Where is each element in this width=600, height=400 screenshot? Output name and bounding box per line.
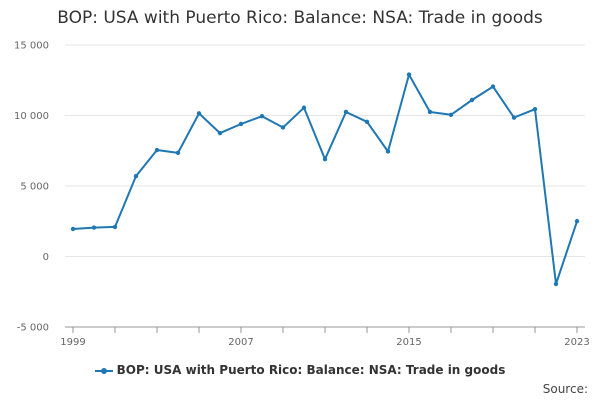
data-point[interactable] (427, 109, 433, 115)
gridlines (65, 44, 585, 328)
data-point[interactable] (91, 225, 97, 230)
data-point[interactable] (448, 112, 454, 117)
series-points (70, 72, 580, 287)
legend-label: BOP: USA with Puerto Rico: Balance: NSA:… (116, 363, 506, 377)
series-line (72, 73, 578, 285)
data-point[interactable] (175, 150, 181, 156)
legend-line-marker-icon (94, 366, 113, 376)
x-tick-label: 2007 (228, 337, 253, 348)
y-tick-label: 5 000 (20, 182, 49, 193)
x-tick-label: 1999 (60, 337, 85, 348)
data-point[interactable] (385, 149, 391, 154)
x-axis-ticks: 1999 2007 2015 2023 (60, 327, 590, 348)
data-point[interactable] (406, 72, 412, 77)
y-tick-label: 10 000 (14, 111, 49, 122)
data-point[interactable] (532, 106, 538, 112)
source-label[interactable]: Source: (542, 382, 588, 396)
x-tick-label: 2015 (396, 337, 421, 348)
chart-title: BOP: USA with Puerto Rico: Balance: NSA:… (57, 8, 543, 28)
data-point[interactable] (112, 224, 118, 230)
x-tick-label: 2023 (564, 337, 589, 348)
data-point[interactable] (469, 97, 475, 103)
data-point[interactable] (511, 115, 517, 120)
data-point[interactable] (259, 114, 265, 119)
data-point[interactable] (301, 105, 307, 110)
y-tick-label: -5 000 (17, 323, 49, 334)
legend[interactable]: BOP: USA with Puerto Rico: Balance: NSA:… (0, 363, 600, 377)
y-tick-label: 15 000 (14, 41, 49, 52)
data-point[interactable] (154, 147, 160, 153)
data-point[interactable] (70, 226, 76, 232)
data-point[interactable] (133, 173, 139, 179)
data-point[interactable] (490, 84, 496, 89)
data-point[interactable] (343, 109, 349, 115)
data-point[interactable] (217, 130, 223, 136)
data-point[interactable] (196, 111, 202, 116)
data-point[interactable] (238, 121, 244, 127)
y-axis-tick-labels: -5 000 0 5 000 10 000 15 000 (14, 41, 49, 334)
data-point[interactable] (322, 157, 328, 162)
data-point[interactable] (574, 219, 580, 224)
y-tick-label: 0 (43, 252, 49, 263)
data-point[interactable] (364, 119, 370, 125)
data-point[interactable] (553, 281, 559, 287)
data-point[interactable] (280, 125, 286, 130)
